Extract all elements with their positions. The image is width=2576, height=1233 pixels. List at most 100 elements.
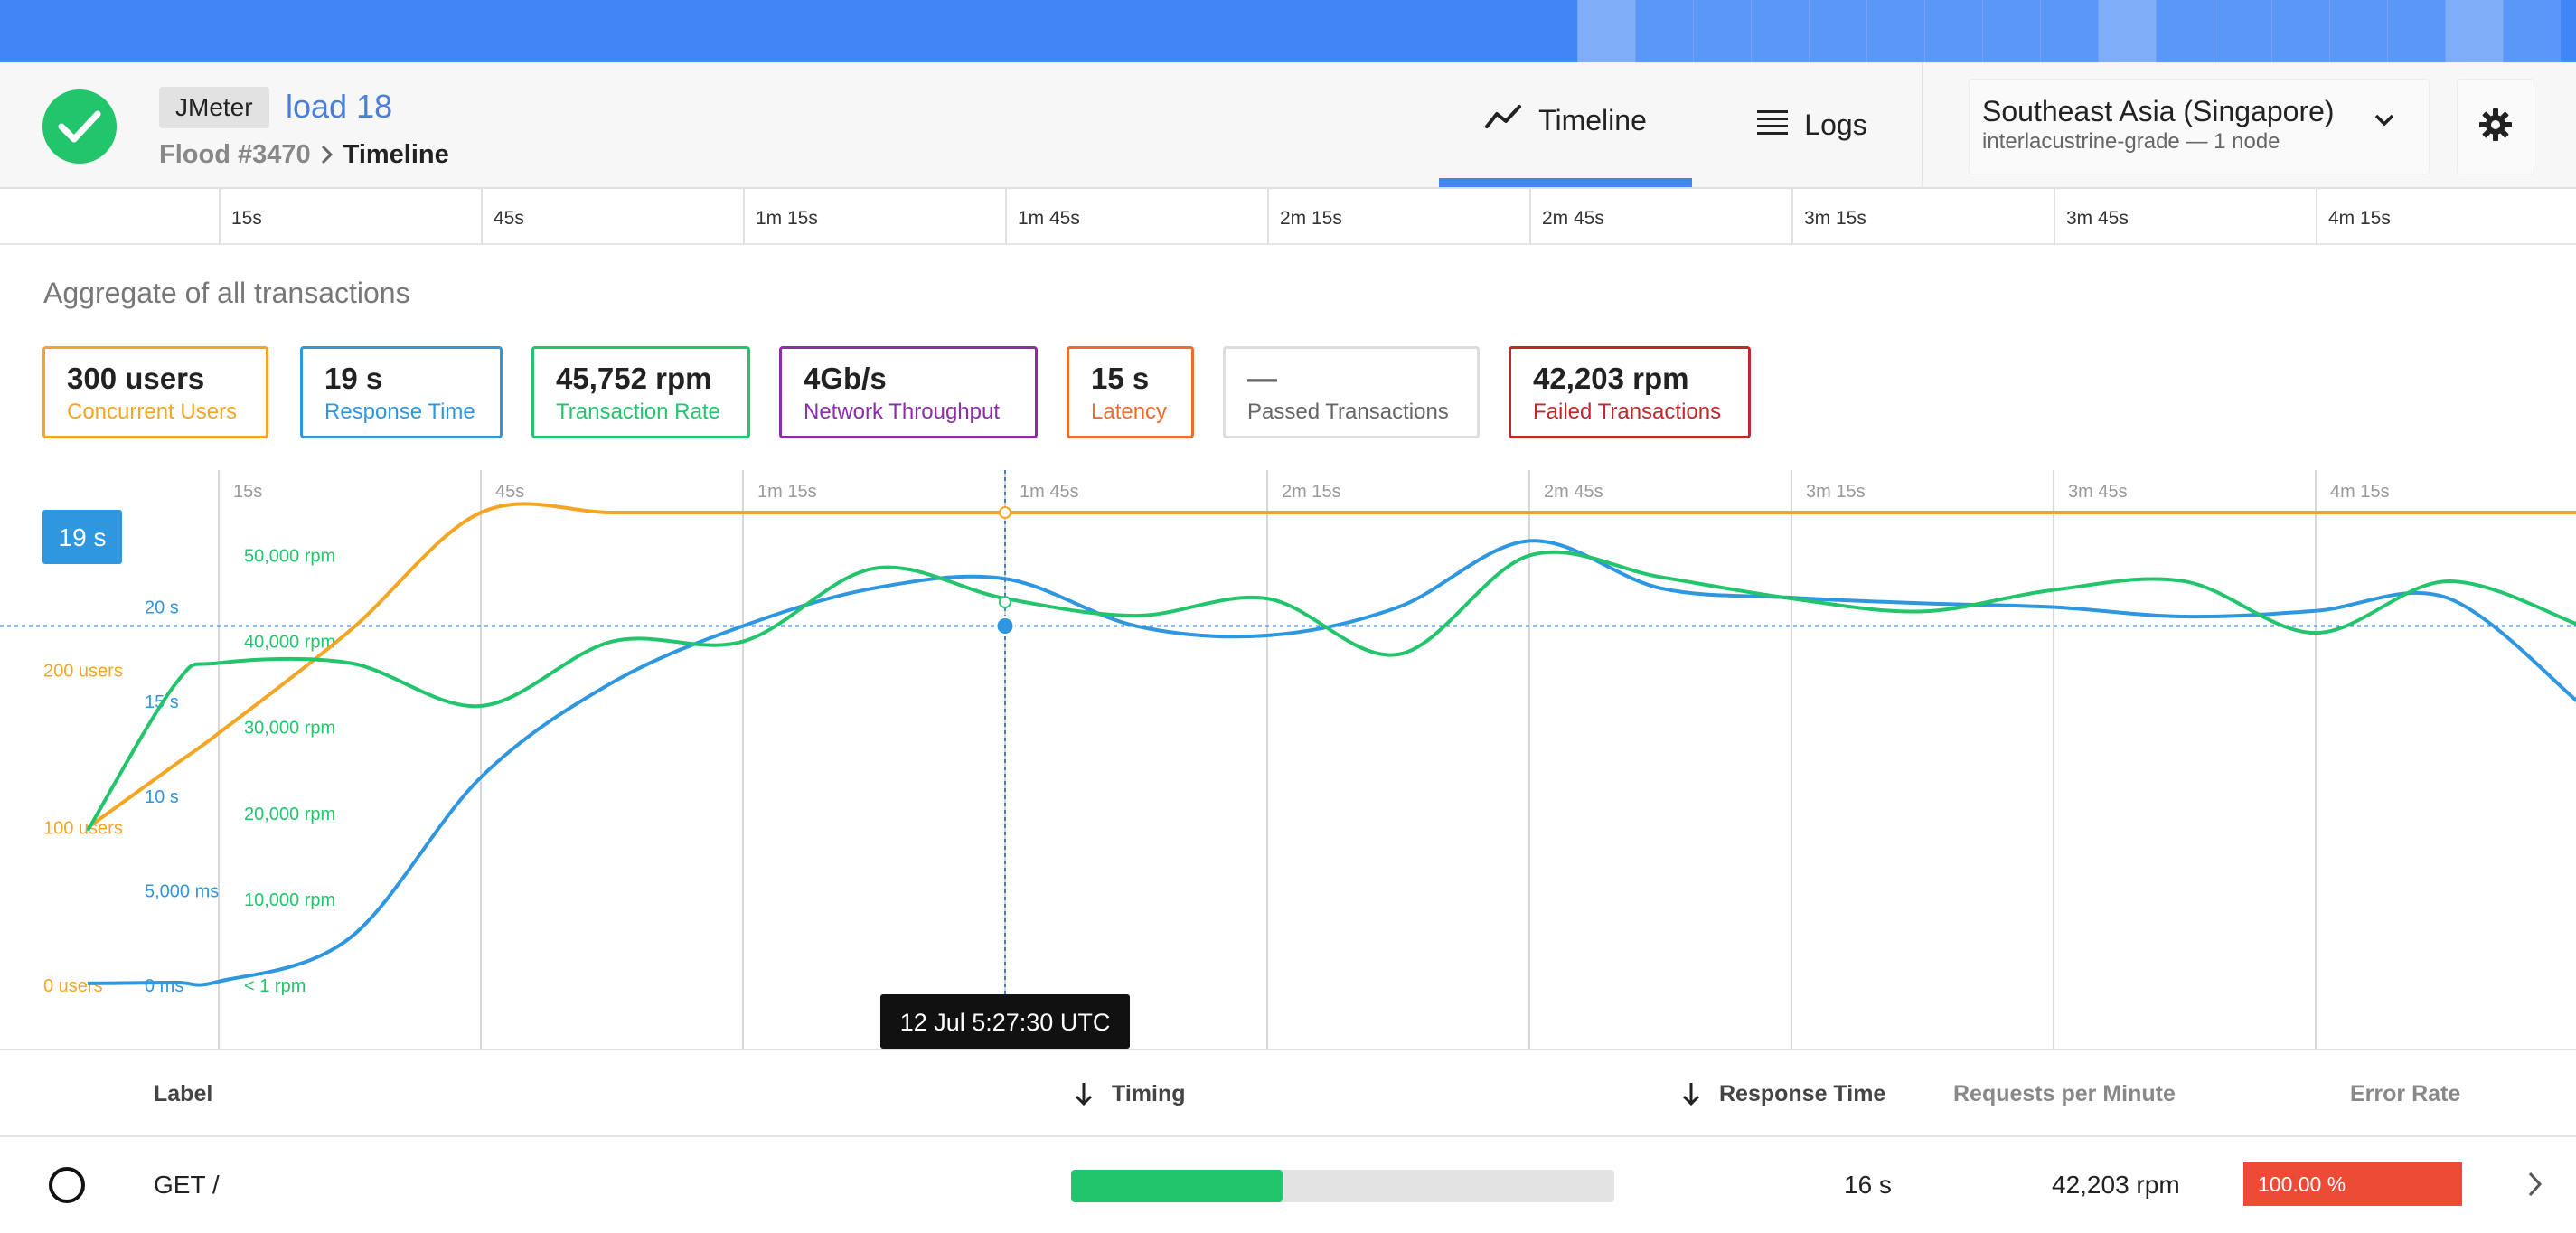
y-tick-label-response: 0 ms <box>145 976 183 996</box>
gear-icon <box>2477 107 2514 147</box>
activity-block <box>1577 0 1635 62</box>
cursor-time-tooltip <box>880 994 1130 1049</box>
line-chart-icon <box>1484 103 1522 137</box>
activity-block <box>2271 0 2329 62</box>
metric-card-value: 300 users <box>67 362 205 395</box>
tab-timeline[interactable]: Timeline <box>1439 62 1692 187</box>
cursor-time-tooltip-text: 12 Jul 5:27:30 UTC <box>900 1009 1111 1036</box>
row-response-time: 16 s <box>1844 1171 1892 1199</box>
activity-block <box>1635 0 1693 62</box>
ruler-tick: 1m 45s <box>1005 189 1080 245</box>
series-line-users <box>86 502 2576 830</box>
header-divider <box>1922 62 1923 187</box>
region-select[interactable]: Southeast Asia (Singapore) interlacustri… <box>1969 79 2430 174</box>
breadcrumb: Flood #3470 Timeline <box>159 135 449 174</box>
metric-card[interactable]: 45,752 rpm Transaction Rate <box>531 346 750 438</box>
metric-card-label: Network Throughput <box>804 400 1001 424</box>
row-select-radio[interactable] <box>49 1167 85 1203</box>
arrow-down-icon <box>1075 1083 1093 1106</box>
x-tick-label: 1m 15s <box>757 482 817 502</box>
settings-button[interactable] <box>2457 79 2534 174</box>
metric-card-value: — <box>1247 362 1277 395</box>
activity-block <box>2387 0 2445 62</box>
y-tick-label-rate: 40,000 rpm <box>244 633 335 653</box>
ruler-tick: 3m 45s <box>2054 189 2129 245</box>
column-header-label[interactable]: Label <box>154 1081 213 1106</box>
row-rpm: 42,203 rpm <box>2052 1171 2180 1199</box>
row-label: GET / <box>154 1171 220 1199</box>
y-tick-label-rate: 30,000 rpm <box>244 719 335 739</box>
activity-block <box>2445 0 2503 62</box>
region-name: Southeast Asia (Singapore) <box>1982 95 2335 127</box>
transactions-table: Label Timing Response Time Requests per … <box>0 1049 2576 1231</box>
error-rate-badge: 100.00 % <box>2243 1162 2462 1206</box>
x-tick-label: 4m 15s <box>2330 482 2390 502</box>
chevron-right-icon <box>311 135 343 174</box>
activity-block <box>2329 0 2387 62</box>
timeline-chart[interactable]: 15s 45s 1m 15s 1m 45s 2m 15s 2m 45s 3m 15s 3m 4… <box>0 470 2576 1049</box>
timing-bar <box>1071 1170 1614 1202</box>
metric-card[interactable]: — Passed Transactions <box>1223 346 1480 438</box>
series-line-response <box>87 539 2576 987</box>
ruler-tick: 45s <box>481 189 524 245</box>
cursor-marker-rate <box>999 596 1011 609</box>
timing-bar-fill <box>1071 1170 1283 1202</box>
chevron-right-icon[interactable] <box>2526 1170 2544 1203</box>
metric-card[interactable]: 19 s Response Time <box>300 346 503 438</box>
column-header-response-time-label: Response Time <box>1719 1081 1886 1106</box>
y-tick-label-users: 200 users <box>43 661 123 681</box>
y-tick-label-users: 0 users <box>43 976 103 996</box>
top-activity-strip <box>0 0 2576 62</box>
chevron-down-icon <box>2374 114 2394 131</box>
table-header: Label Timing Response Time Requests per … <box>0 1050 2576 1137</box>
activity-block <box>2040 0 2098 62</box>
activity-block <box>1866 0 1924 62</box>
tab-timeline-label: Timeline <box>1538 103 1647 136</box>
ruler-tick: 4m 15s <box>2316 189 2391 245</box>
metric-card[interactable]: 15 s Latency <box>1067 346 1194 438</box>
metric-card-value: 15 s <box>1091 362 1150 395</box>
column-header-timing[interactable]: Timing <box>1074 1050 1185 1137</box>
y-tick-label-rate: < 1 rpm <box>244 976 306 996</box>
activity-block <box>2098 0 2156 62</box>
time-ruler: 15s 45s 1m 15s 1m 45s 2m 15s 2m 45s 3m 15s 3m 4… <box>0 189 2576 245</box>
metric-card-label: Passed Transactions <box>1247 400 1449 424</box>
activity-blocks <box>1577 0 2561 62</box>
y-tick-label-response: 20 s <box>145 598 179 618</box>
activity-block <box>1809 0 1866 62</box>
column-header-response-time[interactable]: Response Time <box>1681 1050 1885 1137</box>
metric-card-label: Response Time <box>324 400 475 424</box>
metric-card-label: Failed Transactions <box>1533 400 1722 424</box>
x-tick-label: 15s <box>233 482 262 502</box>
breadcrumb-flood-link[interactable]: Flood #3470 <box>159 140 311 169</box>
column-header-timing-label: Timing <box>1112 1081 1186 1106</box>
metric-card[interactable]: 300 users Concurrent Users <box>42 346 268 438</box>
aggregate-title: Aggregate of all transactions <box>43 277 410 309</box>
y-tick-label-response: 5,000 ms <box>145 881 219 901</box>
region-grid: interlacustrine-grade — 1 node <box>1982 129 2280 154</box>
header: JMeter load 18 Flood #3470 Timeline Time… <box>0 62 2576 189</box>
ruler-tick: 2m 45s <box>1529 189 1604 245</box>
metric-card-value: 19 s <box>324 362 383 395</box>
cursor-marker-users <box>999 506 1011 519</box>
x-tick-label: 2m 45s <box>1544 482 1603 502</box>
activity-block <box>1751 0 1809 62</box>
y-tick-label-rate: 20,000 rpm <box>244 805 335 824</box>
ruler-tick: 15s <box>219 189 262 245</box>
x-tick-label: 45s <box>495 482 524 502</box>
tab-logs-label: Logs <box>1804 108 1867 141</box>
test-name-link[interactable]: load 18 <box>286 88 393 125</box>
activity-block <box>1982 0 2040 62</box>
metric-card[interactable]: 4Gb/s Network Throughput <box>779 346 1038 438</box>
cursor-marker-response <box>994 616 1016 637</box>
metric-card[interactable]: 42,203 rpm Failed Transactions <box>1509 346 1751 438</box>
tab-logs[interactable]: Logs <box>1722 62 1903 187</box>
cursor-value-badge <box>42 510 122 564</box>
y-tick-label-response: 10 s <box>145 787 179 807</box>
x-tick-label: 1m 45s <box>1020 482 1079 502</box>
ruler-tick: 1m 15s <box>743 189 818 245</box>
table-row[interactable]: GET / 16 s 42,203 rpm 100.00 % <box>0 1137 2576 1233</box>
column-header-error-rate[interactable]: Error Rate <box>2350 1081 2461 1106</box>
arrow-down-icon <box>1682 1083 1700 1106</box>
column-header-rpm[interactable]: Requests per Minute <box>1953 1081 2176 1106</box>
